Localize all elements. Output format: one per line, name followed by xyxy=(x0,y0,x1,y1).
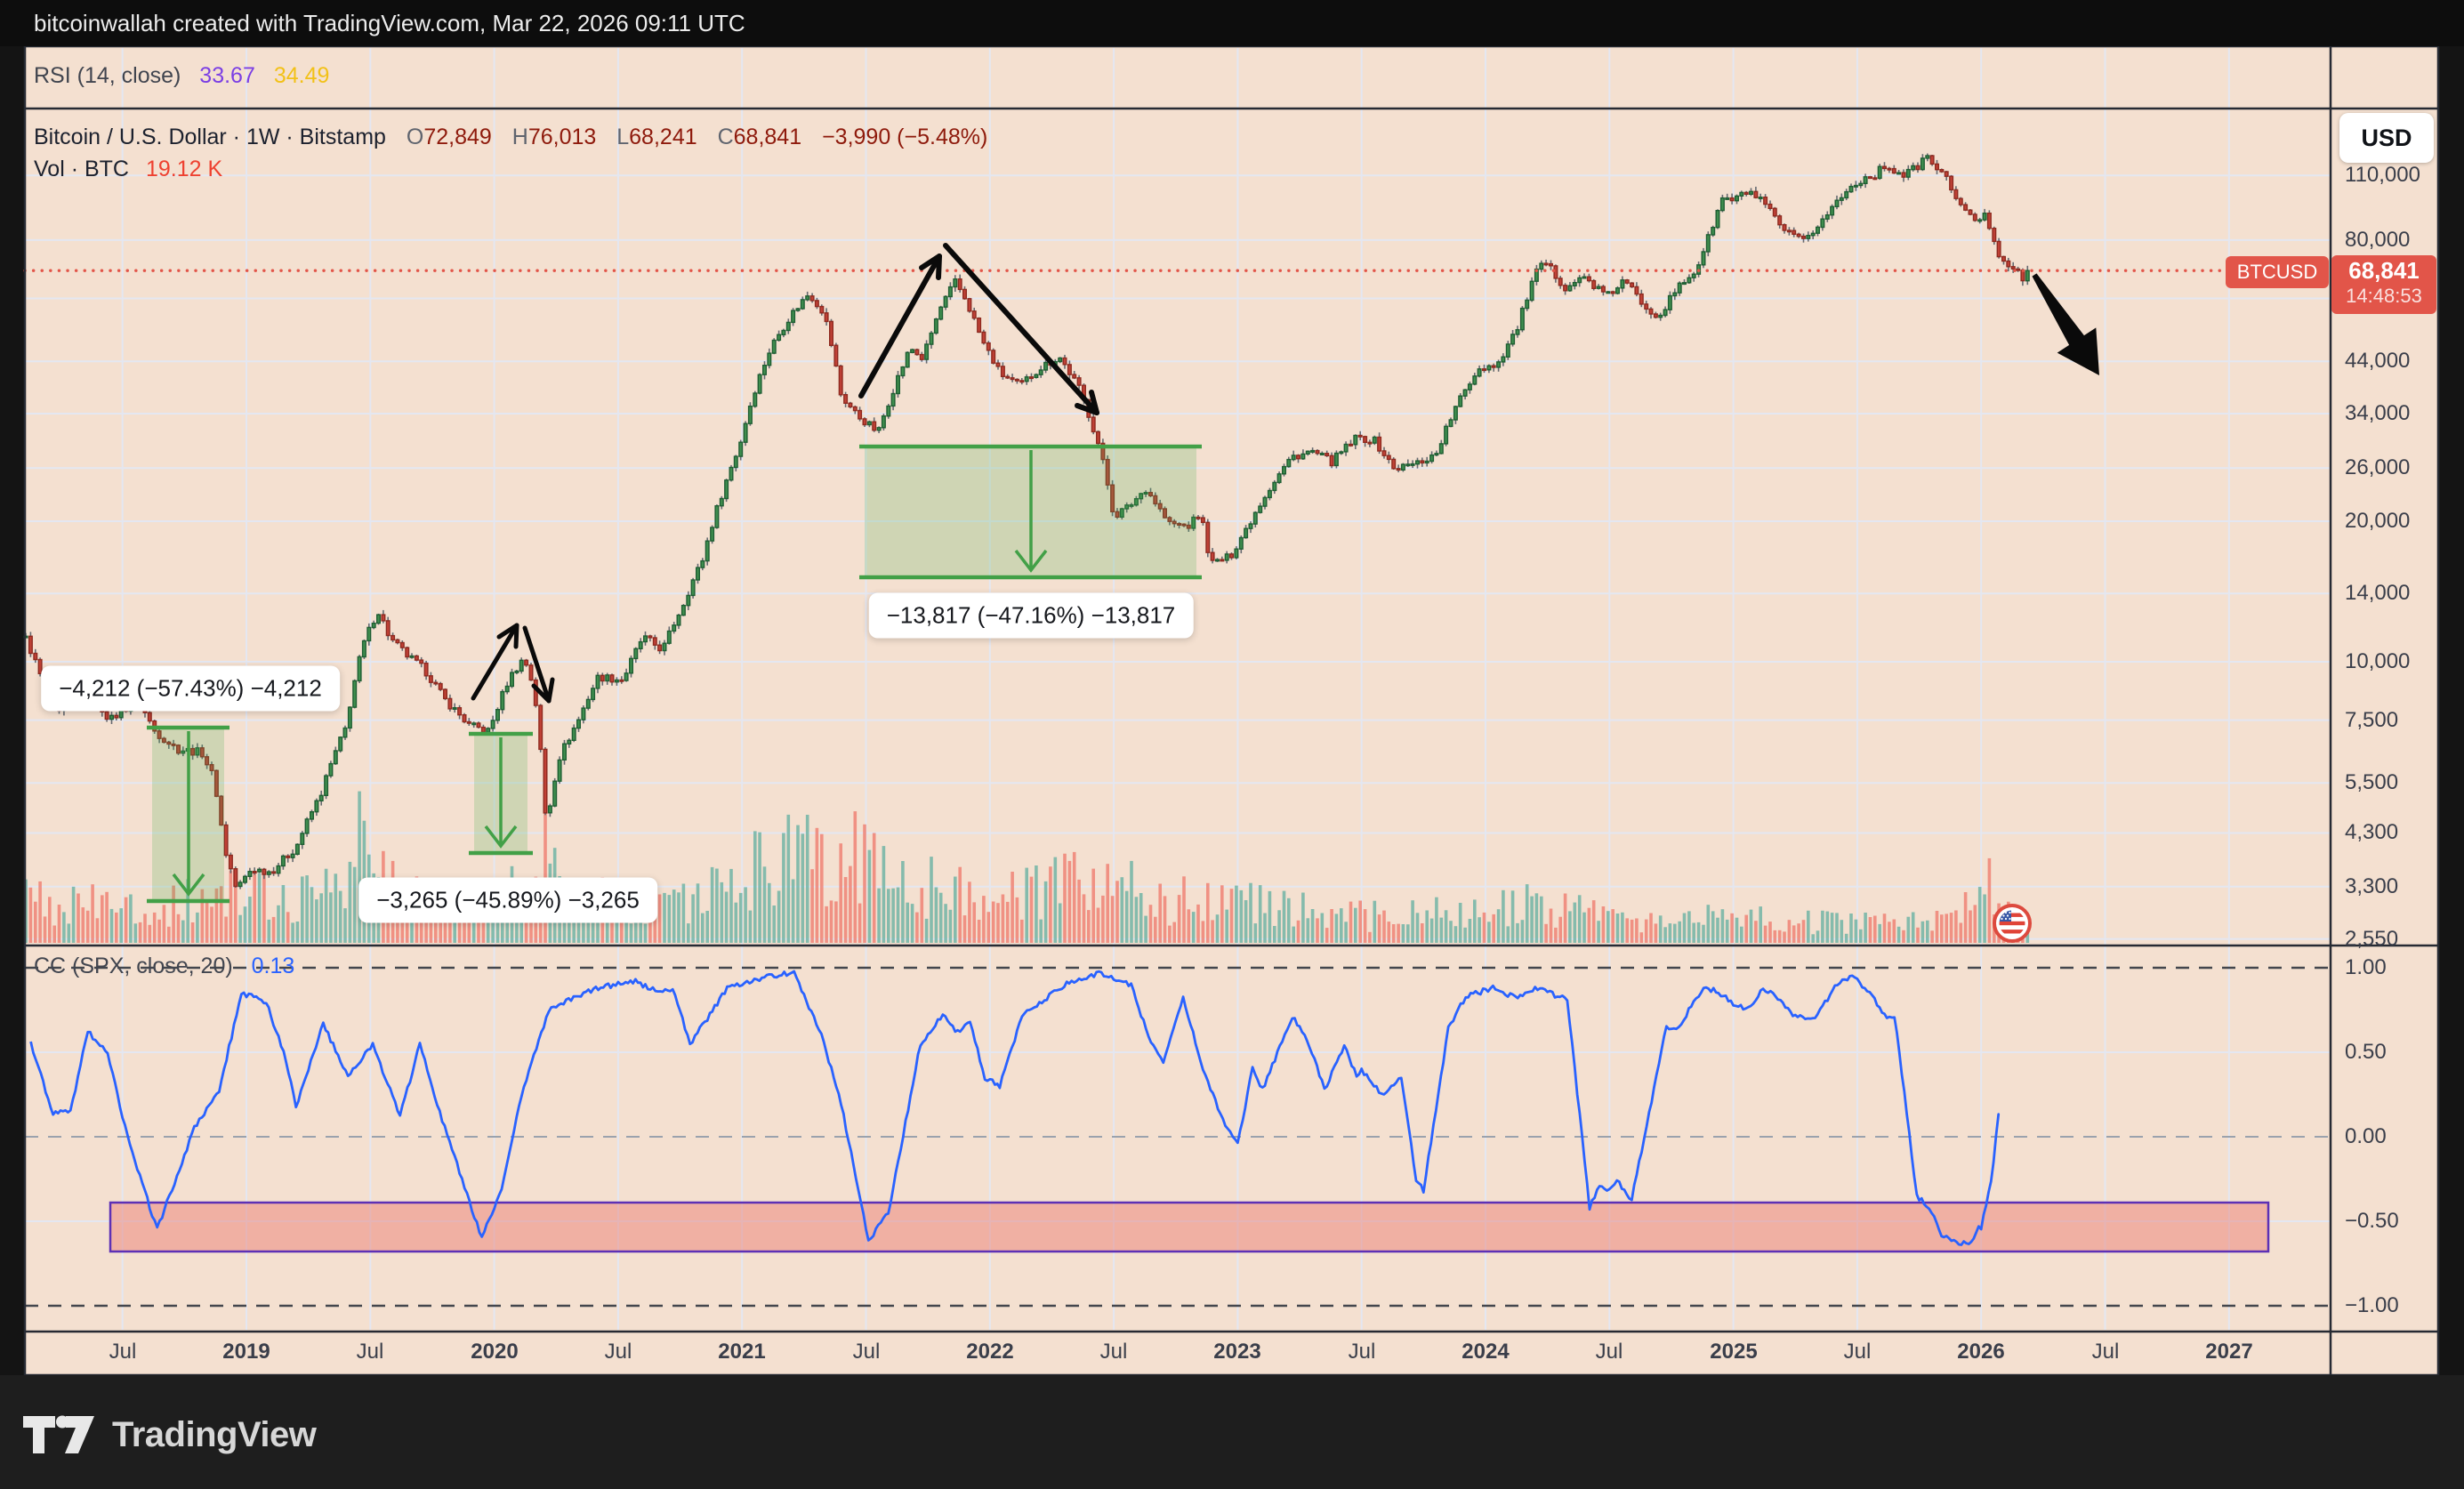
price-axis-label: 5,500 xyxy=(2345,770,2399,794)
time-axis-label: Jul xyxy=(356,1340,384,1364)
last-price-value: 68,841 xyxy=(2348,257,2420,284)
rsi-label: RSI (14, close) xyxy=(34,63,181,88)
currency-toggle-button[interactable]: USD xyxy=(2339,113,2434,163)
time-axis-label: Jul xyxy=(604,1340,632,1364)
open-label: O xyxy=(406,125,424,149)
measure-tool[interactable] xyxy=(859,444,1202,580)
time-axis-label: 2019 xyxy=(222,1340,270,1364)
cc-axis-label: −0.50 xyxy=(2345,1209,2399,1233)
price-axis-label: 34,000 xyxy=(2345,401,2411,425)
time-axis-label: 2020 xyxy=(471,1340,519,1364)
attribution-header: bitcoinwallah created with TradingView.c… xyxy=(0,0,2464,46)
time-axis-label: Jul xyxy=(1595,1340,1623,1364)
time-axis-label: 2024 xyxy=(1461,1340,1510,1364)
rsi-legend[interactable]: RSI (14, close) 33.67 34.49 xyxy=(34,63,329,89)
us-flag-event-icon[interactable] xyxy=(1993,904,2032,943)
high-label: H xyxy=(511,125,528,149)
time-axis-label: Jul xyxy=(1099,1340,1128,1364)
rsi-value: 33.67 xyxy=(199,63,255,88)
cc-axis-label: 0.50 xyxy=(2345,1040,2387,1064)
cc-axis-label: −1.00 xyxy=(2345,1293,2399,1317)
price-axis-label: 10,000 xyxy=(2345,649,2411,673)
cc-label: CC (SPX, close, 20) xyxy=(34,954,233,978)
change-value: −3,990 (−5.48%) xyxy=(822,125,988,149)
time-axis-label: 2025 xyxy=(1710,1340,1758,1364)
price-axis-label: 7,500 xyxy=(2345,708,2399,732)
cc-negative-band xyxy=(109,1201,2270,1253)
open-value: 72,849 xyxy=(423,125,492,149)
price-axis-label: 2,550 xyxy=(2345,927,2399,951)
price-axis-label: 26,000 xyxy=(2345,455,2411,479)
close-value: 68,841 xyxy=(733,125,802,149)
measurement-label-2020[interactable]: −3,265 (−45.89%) −3,265 xyxy=(358,877,657,923)
time-axis-label: Jul xyxy=(1843,1340,1872,1364)
symbol-title: Bitcoin / U.S. Dollar · 1W · Bitstamp xyxy=(34,125,386,149)
rsi-ma-value: 34.49 xyxy=(273,63,330,88)
cc-level-lines xyxy=(25,966,2331,1308)
measure-tool[interactable] xyxy=(469,731,533,856)
time-axis-label: 2027 xyxy=(2205,1340,2253,1364)
measurement-label-2018[interactable]: −4,212 (−57.43%) −4,212 xyxy=(41,665,340,712)
time-axis-label: 2021 xyxy=(718,1340,766,1364)
price-axis-label: 3,300 xyxy=(2345,874,2399,898)
price-axis-label: 20,000 xyxy=(2345,509,2411,533)
bar-countdown: 14:48:53 xyxy=(2346,285,2422,307)
price-axis-label: 14,000 xyxy=(2345,581,2411,605)
candlestick-series xyxy=(23,155,2030,888)
volume-legend[interactable]: Vol · BTC 19.12 K xyxy=(34,157,222,182)
tradingview-logo-icon xyxy=(23,1415,94,1453)
attribution-text: bitcoinwallah created with TradingView.c… xyxy=(34,10,745,36)
footer-bar xyxy=(0,1375,2464,1489)
price-axis-label: 44,000 xyxy=(2345,349,2411,373)
cc-legend[interactable]: CC (SPX, close, 20) 0.13 xyxy=(34,954,294,979)
measure-tool[interactable] xyxy=(147,725,229,904)
last-price-axis-tag[interactable]: 68,841 14:48:53 xyxy=(2331,255,2436,314)
time-axis-label: Jul xyxy=(1348,1340,1376,1364)
last-price-symbol-flag[interactable]: BTCUSD xyxy=(2226,256,2329,288)
close-label: C xyxy=(717,125,734,149)
time-axis-label: Jul xyxy=(2091,1340,2120,1364)
low-value: 68,241 xyxy=(629,125,697,149)
measurement-label-2022[interactable]: −13,817 (−47.16%) −13,817 xyxy=(868,592,1194,639)
time-axis-label: 2022 xyxy=(966,1340,1014,1364)
high-value: 76,013 xyxy=(527,125,597,149)
low-label: L xyxy=(616,125,630,149)
time-axis-label: Jul xyxy=(852,1340,881,1364)
price-axis-label: 4,300 xyxy=(2345,820,2399,844)
symbol-legend[interactable]: Bitcoin / U.S. Dollar · 1W · Bitstamp O7… xyxy=(34,125,987,150)
price-axis-label: 80,000 xyxy=(2345,228,2411,252)
cc-axis-label: 1.00 xyxy=(2345,955,2387,979)
cc-indicator-line xyxy=(29,970,2001,1246)
time-axis-label: 2026 xyxy=(1957,1340,2005,1364)
cc-value: 0.13 xyxy=(251,954,295,978)
price-axis-label: 110,000 xyxy=(2345,163,2420,187)
big-down-arrow[interactable] xyxy=(2032,273,2100,375)
time-axis-label: Jul xyxy=(109,1340,137,1364)
trend-annotation-arrows[interactable] xyxy=(471,243,1099,704)
time-axis-label: 2023 xyxy=(1213,1340,1261,1364)
tradingview-wordmark: TradingView xyxy=(112,1414,317,1454)
tradingview-brand[interactable]: TradingView xyxy=(21,1414,317,1455)
volume-value: 19.12 K xyxy=(145,157,223,181)
volume-label: Vol · BTC xyxy=(34,157,129,181)
cc-axis-label: 0.00 xyxy=(2345,1124,2387,1148)
